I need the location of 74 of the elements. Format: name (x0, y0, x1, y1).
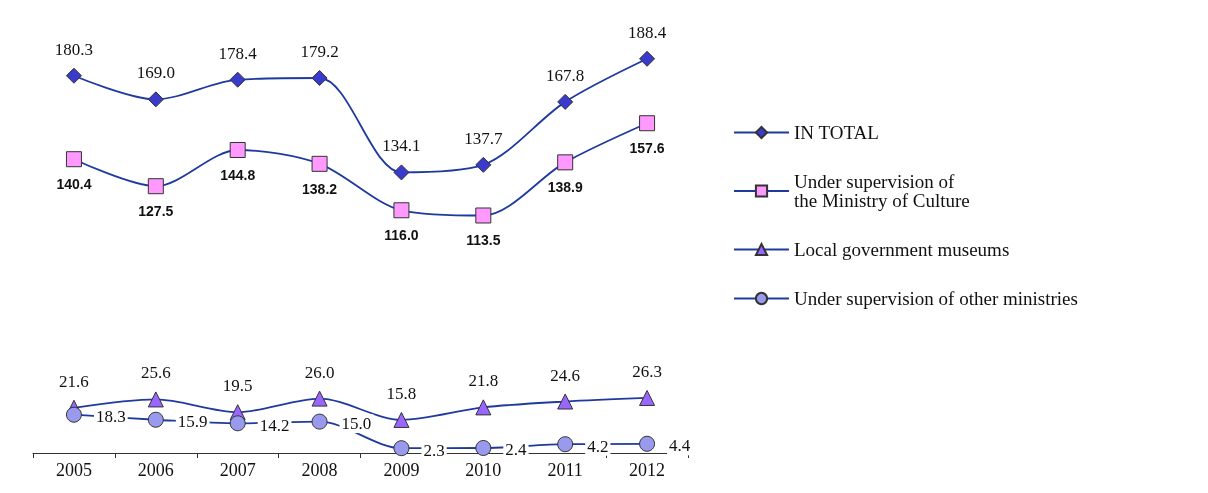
data-label: 178.4 (218, 43, 258, 63)
point (147, 411, 164, 428)
point (229, 71, 246, 88)
data-label: 15.9 (177, 412, 208, 432)
legend-label: Under supervision of the Ministry of Culture (794, 171, 970, 211)
point (557, 154, 574, 171)
data-label: 134.1 (382, 136, 421, 156)
point (229, 142, 246, 158)
point (311, 413, 328, 430)
point (475, 399, 492, 416)
data-label: 19.5 (222, 376, 253, 396)
point (475, 207, 492, 224)
x-tick-label: 2005 (55, 460, 92, 480)
data-label: 167.8 (546, 65, 585, 85)
point (311, 390, 328, 407)
data-label: 21.6 (59, 371, 89, 391)
data-label: 2.3 (423, 440, 445, 460)
data-label: 179.2 (300, 42, 339, 62)
point (65, 67, 82, 84)
data-label: 188.4 (627, 22, 667, 42)
point (639, 50, 656, 67)
x-tick-label: 2012 (629, 460, 666, 480)
data-label: 24.6 (550, 365, 581, 385)
point (147, 391, 164, 408)
data-label: 138.2 (302, 180, 338, 197)
point (557, 93, 574, 110)
data-label: 18.3 (95, 407, 126, 427)
point (65, 151, 82, 168)
data-label: 26.3 (632, 361, 662, 381)
data-label: 26.0 (304, 362, 335, 382)
point (65, 406, 82, 423)
point (147, 178, 164, 195)
data-label: 4.4 (669, 436, 691, 456)
point (393, 164, 410, 181)
data-label: 157.6 (629, 140, 665, 157)
data-label: 4.2 (587, 436, 609, 456)
point (639, 389, 656, 406)
point (639, 435, 656, 452)
point (393, 202, 410, 219)
point (557, 393, 574, 410)
data-label: 2.4 (505, 440, 528, 460)
data-label: 169.0 (136, 63, 175, 83)
data-label: 144.8 (220, 167, 256, 183)
data-label: 113.5 (466, 232, 501, 249)
point (557, 436, 574, 453)
legend-label: Under supervision of other ministries (794, 288, 1078, 309)
x-tick-label: 2008 (301, 460, 338, 480)
point (147, 91, 164, 108)
data-label: 138.9 (547, 179, 583, 196)
data-label: 21.8 (468, 371, 499, 391)
data-label: 140.4 (56, 176, 92, 193)
point (229, 415, 246, 432)
point (393, 411, 410, 428)
data-label: 137.7 (464, 128, 503, 148)
point (475, 156, 492, 173)
data-label: 15.8 (386, 383, 417, 403)
point (311, 70, 328, 87)
point (475, 439, 492, 456)
data-label: 116.0 (384, 227, 419, 244)
x-tick-label: 2011 (547, 460, 583, 480)
point (639, 115, 656, 132)
data-label: 15.0 (341, 414, 372, 434)
data-label: 180.3 (54, 39, 94, 59)
data-label: 14.2 (259, 415, 290, 435)
x-tick-label: 2006 (137, 460, 174, 480)
point (311, 155, 328, 172)
data-label: 25.6 (140, 363, 171, 383)
x-tick-label: 2009 (383, 460, 420, 480)
data-label: 127.5 (138, 203, 174, 220)
x-tick-label: 2007 (219, 460, 256, 480)
legend-label: Local government museums (794, 239, 1010, 260)
point (393, 440, 410, 457)
x-tick-label: 2010 (465, 460, 502, 480)
legend-label: IN TOTAL (794, 122, 879, 143)
